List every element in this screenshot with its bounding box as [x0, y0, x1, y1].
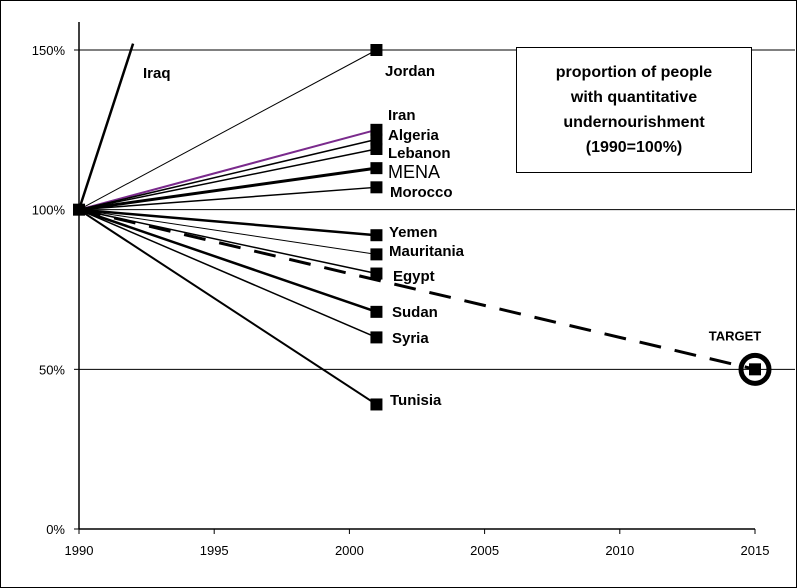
marker-tunisia	[370, 398, 383, 411]
label-mauritania: Mauritania	[389, 243, 465, 260]
label-lebanon: Lebanon	[388, 145, 451, 162]
marker-algeria	[370, 133, 383, 146]
marker-lebanon	[370, 142, 383, 155]
series-line-algeria	[78, 138, 377, 211]
chart-title-box: proportion of people with quantitative u…	[516, 47, 752, 173]
x-tick-label: 2015	[741, 543, 770, 558]
chart-title-line-4: (1990=100%)	[585, 139, 683, 156]
label-jordan: Jordan	[385, 63, 435, 80]
y-tick-label: 100%	[32, 203, 66, 218]
label-yemen: Yemen	[389, 224, 437, 241]
chart-title-line-2: with quantitative	[570, 89, 698, 106]
series-line-iraq	[77, 43, 135, 211]
label-mena: MENA	[388, 162, 440, 182]
target-marker	[749, 363, 761, 376]
marker-jordan	[370, 44, 383, 56]
series-line-syria	[78, 208, 377, 339]
y-tick-label: 50%	[39, 362, 65, 377]
target-label: TARGET	[709, 328, 762, 343]
series-line-mauritania	[78, 209, 377, 255]
series-line-egypt	[78, 208, 377, 275]
label-iran: Iran	[388, 107, 416, 124]
marker-iran	[370, 123, 383, 136]
label-egypt: Egypt	[393, 268, 435, 285]
target-circle	[738, 352, 772, 386]
x-tick-label: 1995	[200, 543, 229, 558]
label-syria: Syria	[392, 330, 429, 347]
marker-mena	[370, 162, 383, 175]
marker-sudan	[370, 305, 383, 318]
y-tick-label: 150%	[32, 43, 66, 58]
origin-marker	[73, 203, 85, 216]
marker-morocco	[370, 181, 383, 194]
marker-mauritania	[370, 248, 383, 261]
marker-yemen	[370, 229, 383, 242]
series-line-tunisia	[78, 208, 377, 406]
x-tick-label: 2005	[470, 543, 499, 558]
series-line-jordan	[78, 49, 377, 211]
x-tick-label: 2000	[335, 543, 364, 558]
series-line-iran	[78, 128, 377, 211]
series-line-yemen	[78, 208, 377, 237]
marker-syria	[370, 331, 383, 344]
label-sudan: Sudan	[392, 304, 438, 321]
x-tick-label: 1990	[65, 543, 94, 558]
series-line-mena	[78, 166, 377, 212]
label-iraq: Iraq	[143, 65, 171, 82]
marker-egypt	[370, 267, 383, 280]
series-line-lebanon	[78, 148, 377, 211]
label-algeria: Algeria	[388, 127, 440, 144]
chart-title-line-1: proportion of people	[555, 64, 713, 81]
series-line-morocco	[78, 186, 377, 211]
chart-title-line-3: undernourishment	[563, 114, 705, 131]
series-line-sudan	[78, 208, 377, 314]
target-line	[78, 208, 756, 371]
y-tick-label: 0%	[46, 522, 65, 537]
label-tunisia: Tunisia	[390, 392, 442, 409]
label-morocco: Morocco	[390, 184, 453, 201]
x-tick-label: 2010	[605, 543, 634, 558]
